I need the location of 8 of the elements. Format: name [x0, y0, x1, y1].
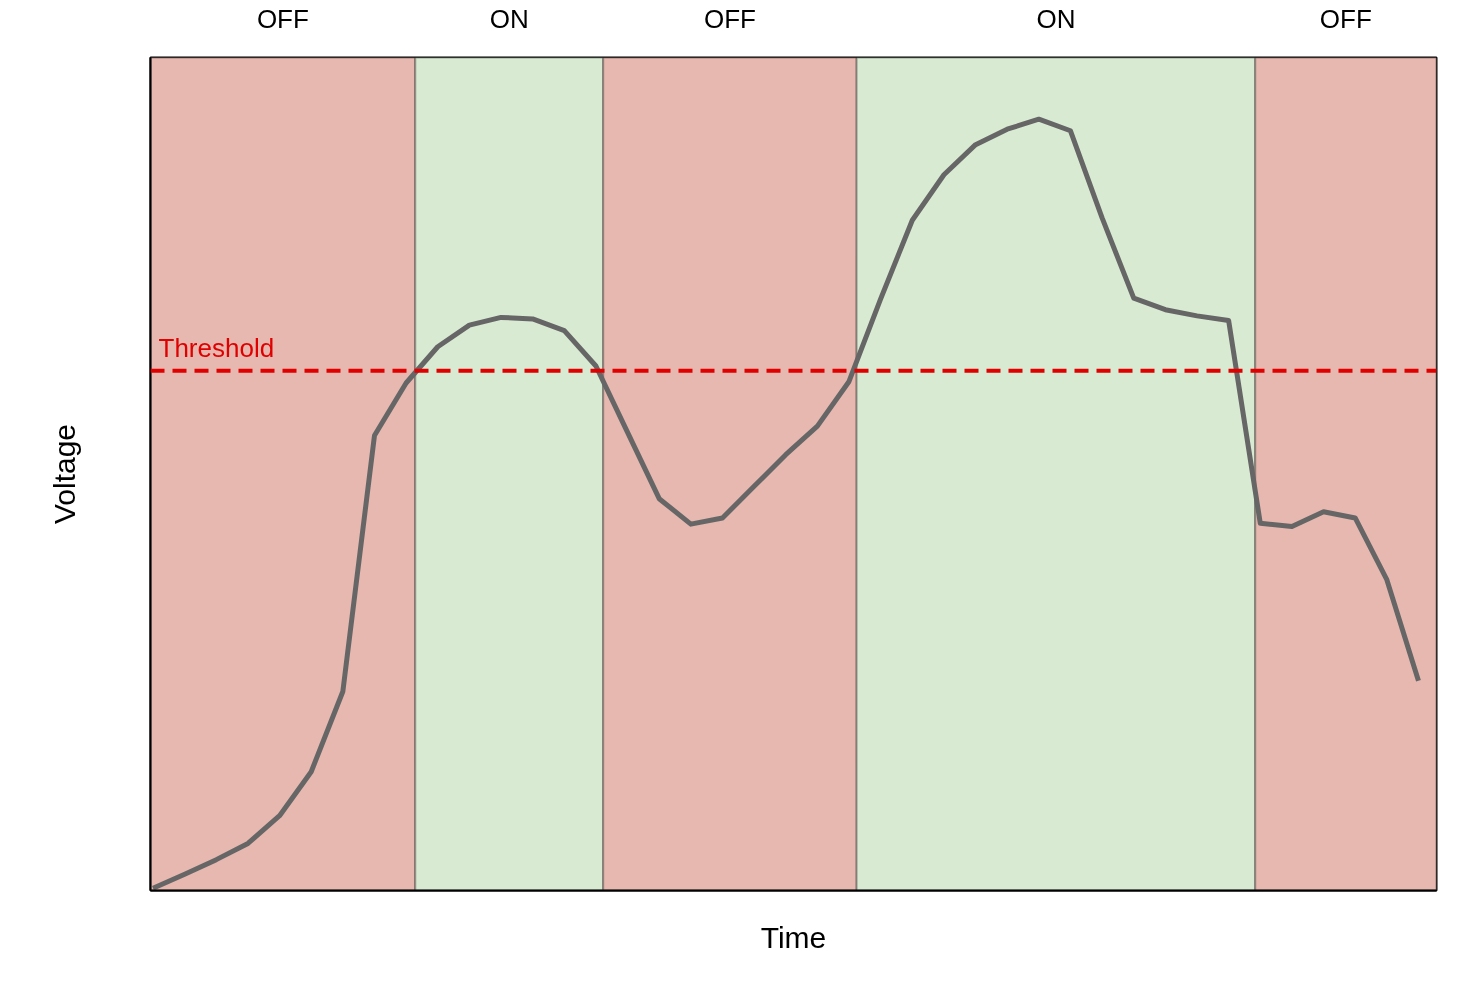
text: ON — [1036, 3, 1076, 34]
text: OFF — [256, 3, 309, 34]
text: OFF — [703, 3, 756, 34]
x-axis-title: Time — [760, 920, 827, 954]
text: ON — [489, 3, 529, 34]
y-axis-title: Voltage — [47, 423, 81, 525]
ref-line-label: Threshold — [158, 332, 275, 363]
text: OFF — [1319, 3, 1372, 34]
